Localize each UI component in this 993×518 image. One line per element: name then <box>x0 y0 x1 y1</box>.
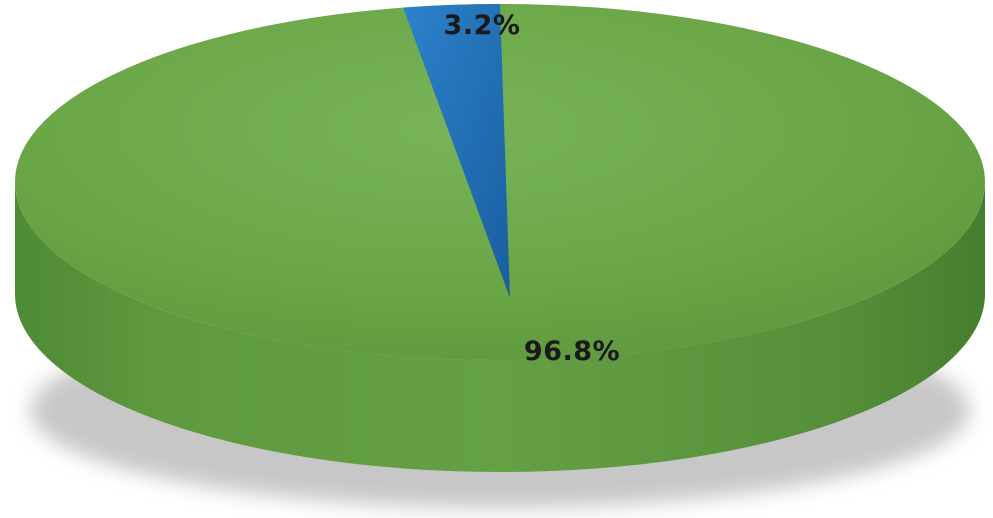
pie-slice-small <box>403 4 510 298</box>
data-label-small-slice: 3.2% <box>444 10 521 41</box>
data-label-large-slice: 96.8% <box>524 336 620 367</box>
pie-side-wall <box>15 182 985 472</box>
